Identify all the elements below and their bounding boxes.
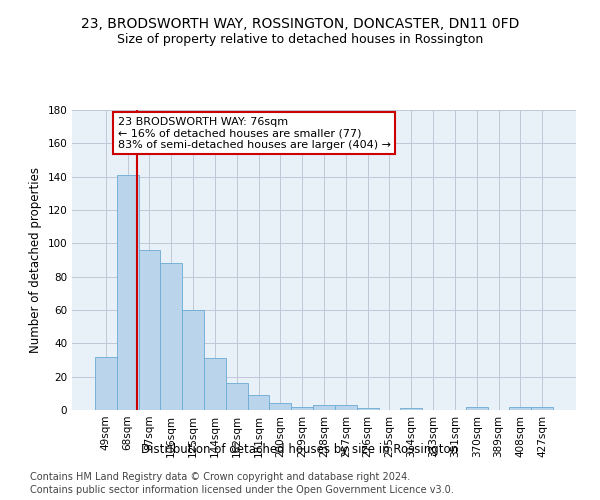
Text: Distribution of detached houses by size in Rossington: Distribution of detached houses by size …: [142, 442, 458, 456]
Bar: [182, 310, 204, 410]
Bar: [117, 175, 139, 410]
Bar: [269, 404, 291, 410]
Bar: [531, 406, 553, 410]
Bar: [226, 384, 248, 410]
Bar: [291, 406, 313, 410]
Bar: [509, 406, 531, 410]
Bar: [160, 264, 182, 410]
Bar: [466, 406, 488, 410]
Bar: [400, 408, 422, 410]
Bar: [204, 358, 226, 410]
Bar: [335, 405, 357, 410]
Bar: [95, 356, 117, 410]
Bar: [248, 395, 269, 410]
Text: Contains public sector information licensed under the Open Government Licence v3: Contains public sector information licen…: [30, 485, 454, 495]
Text: Size of property relative to detached houses in Rossington: Size of property relative to detached ho…: [117, 32, 483, 46]
Text: Contains HM Land Registry data © Crown copyright and database right 2024.: Contains HM Land Registry data © Crown c…: [30, 472, 410, 482]
Bar: [357, 408, 379, 410]
Y-axis label: Number of detached properties: Number of detached properties: [29, 167, 42, 353]
Bar: [313, 405, 335, 410]
Bar: [139, 250, 160, 410]
Text: 23 BRODSWORTH WAY: 76sqm
← 16% of detached houses are smaller (77)
83% of semi-d: 23 BRODSWORTH WAY: 76sqm ← 16% of detach…: [118, 116, 391, 150]
Text: 23, BRODSWORTH WAY, ROSSINGTON, DONCASTER, DN11 0FD: 23, BRODSWORTH WAY, ROSSINGTON, DONCASTE…: [81, 18, 519, 32]
